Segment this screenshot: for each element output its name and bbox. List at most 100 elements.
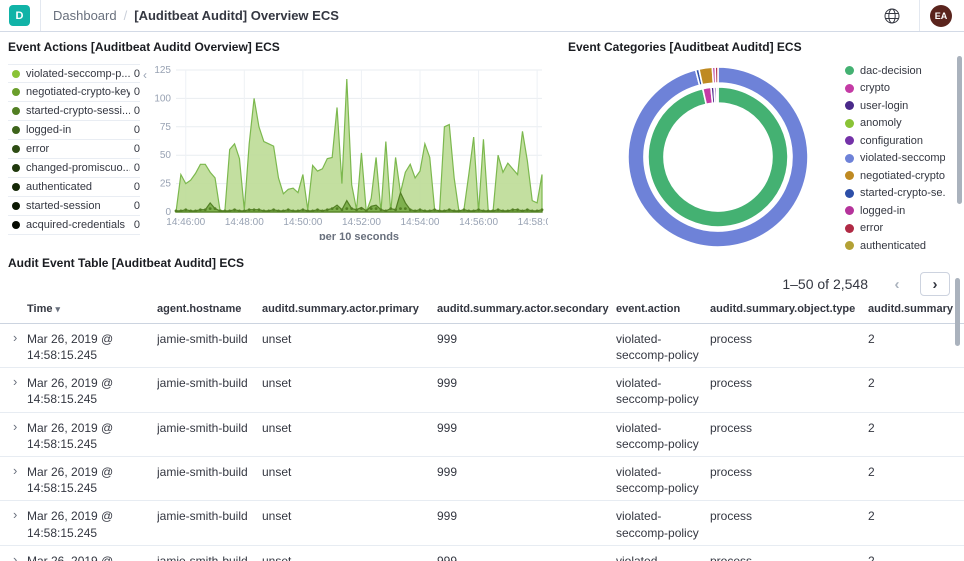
- legend-item-label: violated-seccomp-p...: [26, 67, 130, 80]
- legend-item[interactable]: violated-seccomp-p... 0: [8, 64, 140, 83]
- legend-item[interactable]: violated-seccomp...: [845, 150, 945, 168]
- legend-item[interactable]: dac-decision: [845, 62, 945, 80]
- row-expand-icon[interactable]: ›: [13, 462, 18, 478]
- table-row: › Mar 26, 2019 @ 14:58:15.245 jamie-smith-…: [0, 457, 964, 502]
- object-type-cell: process: [710, 509, 753, 524]
- table-pagination: 1–50 of 2,548 ‹ ›: [782, 272, 950, 296]
- legend-scrollbar[interactable]: [957, 56, 962, 204]
- svg-text:14:56:00: 14:56:00: [459, 217, 498, 228]
- event-categories-donut-chart[interactable]: [618, 57, 818, 257]
- actor-secondary-cell: 999: [437, 376, 458, 391]
- row-expand-icon[interactable]: ›: [13, 418, 18, 434]
- legend-item-label: authenticated: [860, 239, 927, 252]
- audit-table-panel-title: Audit Event Table [Auditbeat Auditd] ECS: [8, 256, 244, 270]
- legend-item[interactable]: logged-in 0: [8, 121, 140, 140]
- row-expand-icon[interactable]: ›: [13, 329, 18, 345]
- sort-descending-icon[interactable]: ▾: [55, 304, 61, 314]
- table-header-row: Time ▾ agent.hostname auditd.summary.actor.…: [0, 298, 964, 324]
- svg-text:0: 0: [165, 207, 171, 218]
- row-expand-icon[interactable]: ›: [13, 507, 18, 523]
- legend-item-label: error: [26, 143, 50, 155]
- table-row: › Mar 26, 2019 @ 14:58:15.245 jamie-smith-…: [0, 546, 964, 561]
- legend-item[interactable]: anomoly: [845, 115, 945, 133]
- summary-cell: 2: [868, 420, 875, 435]
- table-row: › Mar 26, 2019 @ 14:58:15.245 jamie-smith-…: [0, 501, 964, 546]
- audit-event-table: Time ▾ agent.hostname auditd.summary.actor.…: [0, 298, 964, 561]
- top-navigation-bar: D Dashboard / [Auditbeat Auditd] Overvie…: [0, 0, 964, 32]
- legend-color-dot: [845, 171, 854, 181]
- legend-item-value: 0: [133, 67, 140, 80]
- next-page-button[interactable]: ›: [920, 272, 950, 296]
- legend-item[interactable]: authenticated 0: [8, 178, 140, 197]
- legend-item[interactable]: configuration: [845, 132, 945, 150]
- column-header-auditd-summary-actor-secondary[interactable]: auditd.summary.actor.secondary: [437, 303, 609, 315]
- breadcrumb: Dashboard / [Auditbeat Auditd] Overview …: [53, 8, 339, 23]
- svg-text:14:54:00: 14:54:00: [401, 217, 440, 228]
- donut-segment-dac-decision[interactable]: [647, 86, 789, 228]
- hostname-cell: jamie-smith-build: [157, 376, 248, 391]
- actor-primary-cell: unset: [262, 376, 292, 391]
- column-header-event-action[interactable]: event.action: [616, 303, 681, 315]
- legend-item[interactable]: user-login: [845, 97, 945, 115]
- legend-item[interactable]: logged-in: [845, 202, 945, 220]
- donut-segment-anomoly[interactable]: [715, 86, 719, 104]
- object-type-cell: process: [710, 376, 753, 391]
- actor-secondary-cell: 999: [437, 420, 458, 435]
- svg-text:14:46:00: 14:46:00: [166, 217, 205, 228]
- hostname-cell: jamie-smith-build: [157, 464, 248, 479]
- object-type-cell: process: [710, 464, 753, 479]
- hostname-cell: jamie-smith-build: [157, 331, 248, 346]
- legend-color-dot: [845, 101, 854, 111]
- donut-segment-error[interactable]: [714, 66, 719, 84]
- legend-item[interactable]: authenticated: [845, 237, 945, 255]
- legend-item[interactable]: negotiated-crypto...: [845, 167, 945, 185]
- legend-item[interactable]: acquired-credentials 0: [8, 216, 140, 235]
- previous-page-icon[interactable]: ‹: [894, 275, 900, 293]
- event-actions-area-chart[interactable]: 0 25 50 75 100 125 14:46:00 14:48:00 14:50:00 14:…: [146, 60, 548, 240]
- globe-icon[interactable]: [875, 8, 909, 24]
- table-body: › Mar 26, 2019 @ 14:58:15.245 jamie-smith-…: [0, 324, 964, 561]
- kibana-logo[interactable]: D: [9, 5, 30, 26]
- donut-segment-negotiated-crypto-key[interactable]: [697, 66, 715, 86]
- legend-item[interactable]: started-crypto-sessi... 0: [8, 102, 140, 121]
- column-header-auditd-summary-actor-primary[interactable]: auditd.summary.actor.primary: [262, 303, 419, 315]
- row-expand-icon[interactable]: ›: [13, 374, 18, 390]
- object-type-cell: process: [710, 331, 753, 346]
- legend-item[interactable]: negotiated-crypto-key 0: [8, 83, 140, 102]
- hostname-cell: jamie-smith-build: [157, 509, 248, 524]
- legend-item[interactable]: changed-promiscuo... 0: [8, 159, 140, 178]
- legend-item-label: changed-promiscuo...: [26, 162, 130, 174]
- user-avatar[interactable]: EA: [930, 4, 952, 27]
- breadcrumb-dashboard-link[interactable]: Dashboard: [53, 8, 117, 23]
- legend-item-label: user-login: [860, 99, 909, 112]
- time-cell: Mar 26, 2019 @ 14:58:15.245: [27, 376, 114, 407]
- column-header-time[interactable]: Time ▾: [27, 303, 61, 315]
- legend-item-label: configuration: [860, 134, 923, 147]
- svg-text:14:58:00: 14:58:00: [518, 217, 548, 228]
- table-scrollbar[interactable]: [955, 278, 960, 346]
- legend-item[interactable]: error: [845, 220, 945, 238]
- donut-segment-violated-seccomp-policy[interactable]: [627, 66, 809, 248]
- row-expand-icon[interactable]: ›: [13, 551, 18, 561]
- legend-color-dot: [845, 66, 854, 76]
- legend-color-dot: [845, 241, 854, 251]
- legend-item[interactable]: started-crypto-se...: [845, 185, 945, 203]
- legend-collapse-icon[interactable]: ‹: [143, 68, 147, 82]
- column-header-agent-hostname[interactable]: agent.hostname: [157, 303, 242, 315]
- actor-primary-cell: unset: [262, 331, 292, 346]
- column-header-auditd-summary[interactable]: auditd.summary: [868, 303, 953, 315]
- legend-color-dot: [845, 153, 854, 163]
- column-header-auditd-summary-object-type[interactable]: auditd.summary.object.type: [710, 303, 856, 315]
- legend-color-dot: [12, 164, 20, 172]
- nav-divider: [40, 0, 41, 31]
- svg-text:25: 25: [160, 179, 172, 190]
- legend-color-dot: [12, 183, 20, 191]
- legend-item[interactable]: started-session 0: [8, 197, 140, 216]
- legend-item[interactable]: crypto: [845, 80, 945, 98]
- time-cell: Mar 26, 2019 @ 14:58:15.245: [27, 420, 114, 451]
- actor-secondary-cell: 999: [437, 553, 458, 561]
- legend-item[interactable]: error 0: [8, 140, 140, 159]
- pagination-range: 1–50 of 2,548: [782, 276, 868, 292]
- svg-text:14:48:00: 14:48:00: [225, 217, 264, 228]
- page-title: [Auditbeat Auditd] Overview ECS: [134, 8, 339, 23]
